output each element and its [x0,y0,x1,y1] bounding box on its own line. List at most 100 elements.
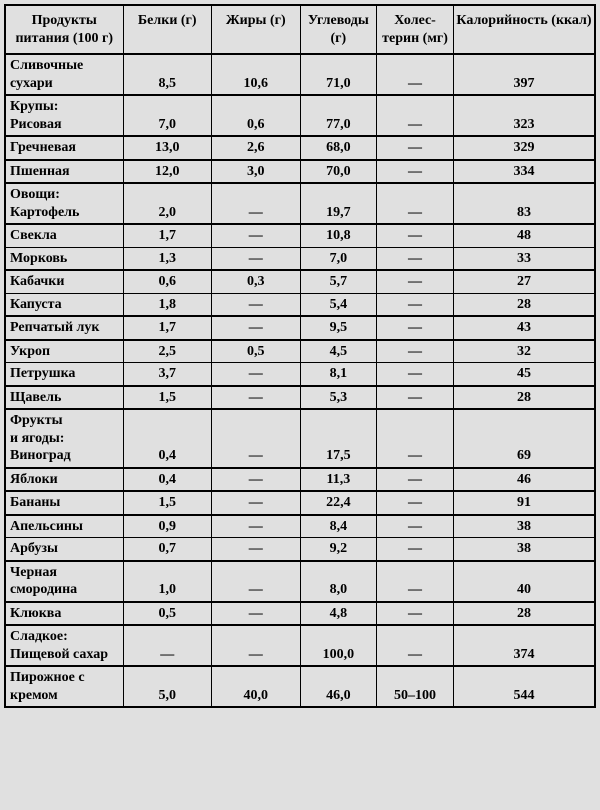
cell-chol: — [377,136,454,160]
cell-fat: 2,6 [212,136,301,160]
cell-fat: 0,3 [212,270,301,293]
cell-fat: — [212,183,301,224]
cell-chol: — [377,386,454,410]
cell-fat: — [212,538,301,561]
cell-product: Репчатый лук [5,316,123,340]
cell-kcal: 329 [453,136,595,160]
cell-protein: 1,7 [123,224,212,247]
cell-product: Арбузы [5,538,123,561]
cell-product: Пирожное с кремом [5,666,123,707]
cell-carbs: 4,8 [300,602,377,626]
cell-fat: 40,0 [212,666,301,707]
cell-chol: — [377,54,454,95]
cell-product: Овощи:Картофель [5,183,123,224]
cell-chol: — [377,270,454,293]
nutrition-table: Продукты питания (100 г) Белки (г) Жиры … [4,4,596,708]
cell-product: Капуста [5,293,123,316]
cell-kcal: 28 [453,293,595,316]
cell-chol: — [377,602,454,626]
header-row: Продукты питания (100 г) Белки (г) Жиры … [5,5,595,54]
cell-kcal: 28 [453,386,595,410]
col-protein: Белки (г) [123,5,212,54]
cell-carbs: 9,2 [300,538,377,561]
cell-product: Яблоки [5,468,123,492]
cell-protein: 0,9 [123,515,212,538]
table-row: Морковь1,3—7,0—33 [5,247,595,270]
cell-protein: 2,0 [123,183,212,224]
cell-carbs: 8,4 [300,515,377,538]
cell-product: Щавель [5,386,123,410]
table-row: Фруктыи ягоды:Виноград0,4—17,5—69 [5,409,595,468]
cell-protein: 2,5 [123,340,212,363]
table-row: Щавель1,5—5,3—28 [5,386,595,410]
col-fat: Жиры (г) [212,5,301,54]
cell-protein: 1,5 [123,491,212,515]
cell-protein: 1,3 [123,247,212,270]
cell-chol: — [377,538,454,561]
cell-carbs: 11,3 [300,468,377,492]
cell-chol: — [377,491,454,515]
cell-carbs: 4,5 [300,340,377,363]
cell-chol: — [377,468,454,492]
cell-kcal: 46 [453,468,595,492]
cell-kcal: 33 [453,247,595,270]
cell-chol: — [377,363,454,386]
cell-chol: — [377,316,454,340]
table-row: Гречневая13,02,668,0—329 [5,136,595,160]
cell-product: Свекла [5,224,123,247]
table-row: Бананы1,5—22,4—91 [5,491,595,515]
cell-carbs: 5,3 [300,386,377,410]
cell-fat: — [212,363,301,386]
cell-fat: 10,6 [212,54,301,95]
cell-fat: — [212,602,301,626]
cell-product: Фруктыи ягоды:Виноград [5,409,123,468]
table-row: Петрушка3,7—8,1—45 [5,363,595,386]
cell-fat: 0,5 [212,340,301,363]
cell-fat: — [212,247,301,270]
cell-carbs: 70,0 [300,160,377,184]
cell-chol: — [377,409,454,468]
cell-chol: — [377,95,454,136]
cell-kcal: 48 [453,224,595,247]
table-row: Пшенная12,03,070,0—334 [5,160,595,184]
cell-kcal: 334 [453,160,595,184]
col-product: Продукты питания (100 г) [5,5,123,54]
cell-chol: — [377,224,454,247]
cell-carbs: 77,0 [300,95,377,136]
table-row: Сливочные сухари8,510,671,0—397 [5,54,595,95]
cell-carbs: 7,0 [300,247,377,270]
cell-product: Сливочные сухари [5,54,123,95]
cell-product: Сладкое:Пищевой сахар [5,625,123,666]
table-row: Яблоки0,4—11,3—46 [5,468,595,492]
table-row: Пирожное с кремом5,040,046,050–100544 [5,666,595,707]
cell-carbs: 8,0 [300,561,377,602]
cell-product: Петрушка [5,363,123,386]
cell-carbs: 100,0 [300,625,377,666]
cell-carbs: 19,7 [300,183,377,224]
cell-carbs: 9,5 [300,316,377,340]
cell-kcal: 374 [453,625,595,666]
cell-product: Морковь [5,247,123,270]
cell-fat: — [212,561,301,602]
cell-chol: — [377,340,454,363]
cell-kcal: 544 [453,666,595,707]
cell-product: Бананы [5,491,123,515]
cell-fat: — [212,293,301,316]
cell-fat: — [212,625,301,666]
cell-protein: 1,7 [123,316,212,340]
table-row: Крупы:Рисовая7,00,677,0—323 [5,95,595,136]
cell-protein: 7,0 [123,95,212,136]
cell-carbs: 5,7 [300,270,377,293]
cell-carbs: 17,5 [300,409,377,468]
cell-chol: — [377,160,454,184]
cell-product: Черная смородина [5,561,123,602]
cell-protein: 13,0 [123,136,212,160]
cell-chol: — [377,561,454,602]
cell-kcal: 43 [453,316,595,340]
cell-product: Кабачки [5,270,123,293]
cell-fat: 3,0 [212,160,301,184]
cell-kcal: 69 [453,409,595,468]
cell-protein: 0,5 [123,602,212,626]
cell-fat: — [212,409,301,468]
cell-kcal: 27 [453,270,595,293]
